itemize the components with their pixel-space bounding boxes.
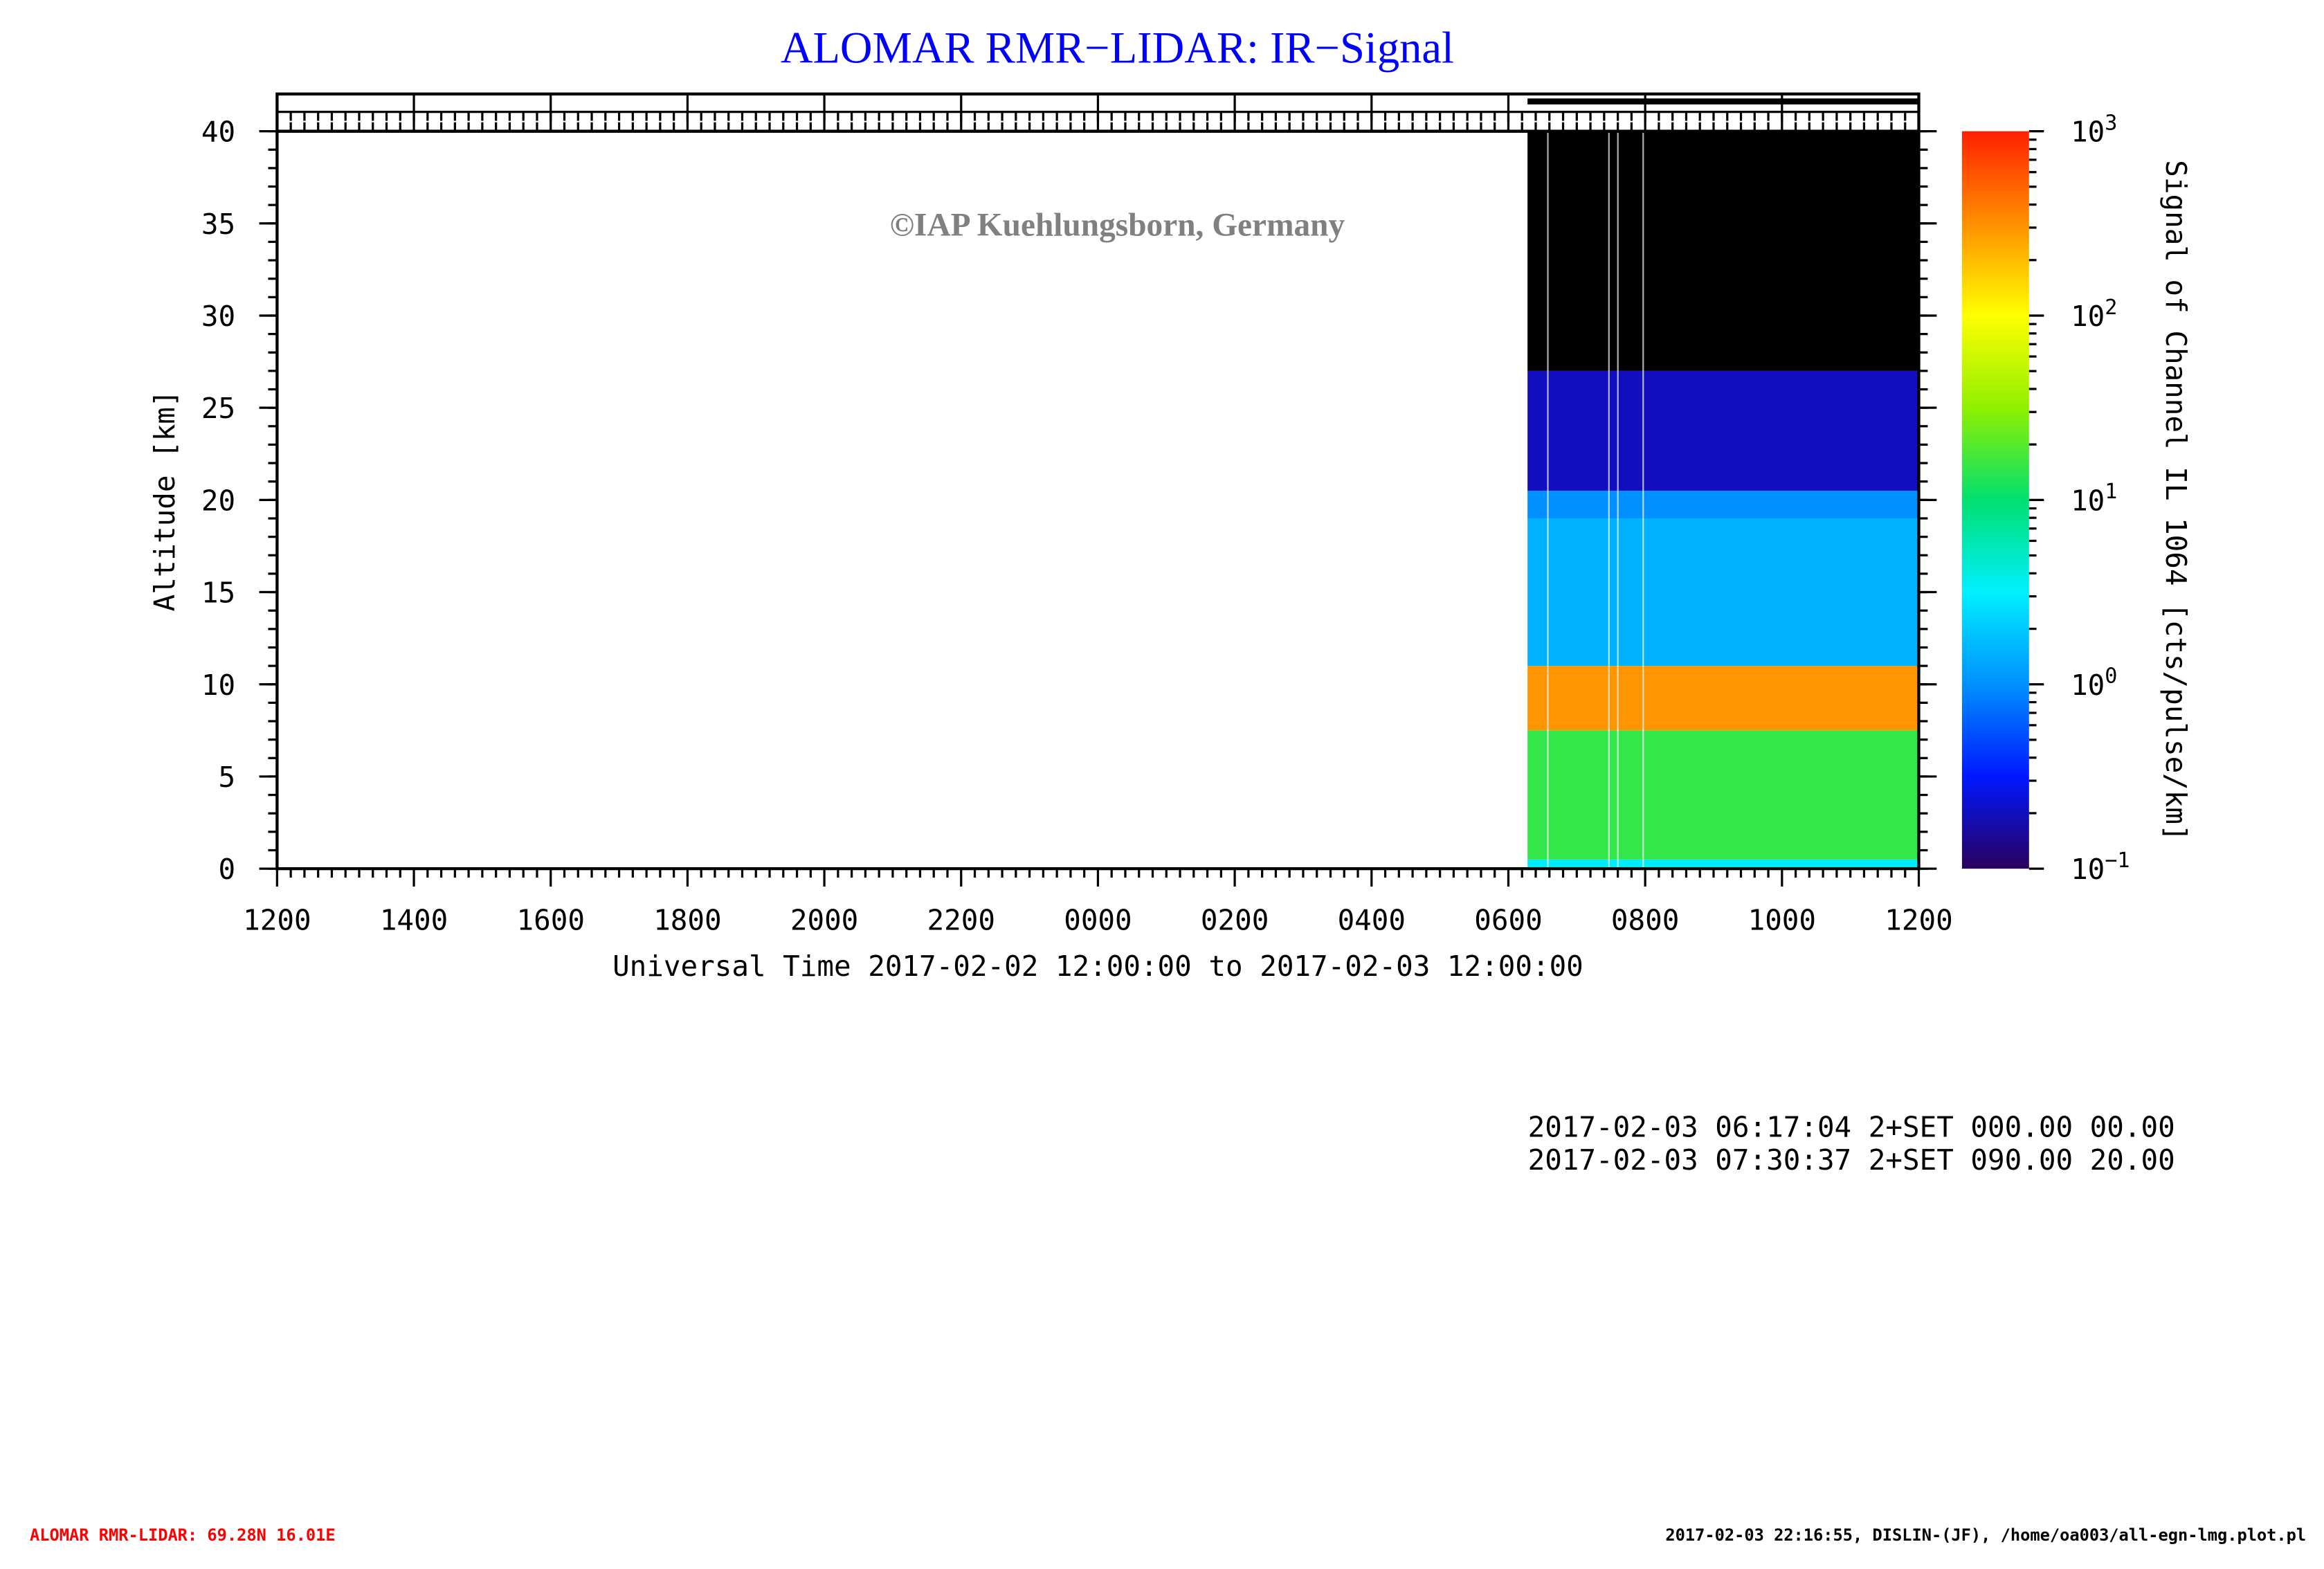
- x-tick-label: 0600: [1474, 903, 1542, 936]
- heat-band: [1527, 131, 1919, 371]
- x-tick-label: 0200: [1201, 903, 1269, 936]
- y-tick-label: 5: [218, 761, 235, 794]
- y-tick-label: 40: [201, 116, 235, 149]
- y-tick-label: 10: [201, 669, 235, 702]
- x-tick-label: 1200: [1885, 903, 1952, 936]
- note: 2017-02-03 07:30:37 2+SET 090.00 20.00: [1528, 1143, 2175, 1177]
- chart-title: ALOMAR RMR−LIDAR: IR−Signal: [781, 23, 1454, 73]
- colorbar-tick-label: 103: [2071, 111, 2117, 148]
- colorbar-label: Signal of Channel IL 1064 [cts/pulse/km]: [2159, 160, 2193, 841]
- y-axis-label: Altitude [km]: [148, 390, 181, 611]
- colorbar-tick-base: 10: [2071, 484, 2105, 517]
- colorbar-tick-label: 102: [2071, 296, 2117, 333]
- y-tick-label: 0: [218, 853, 235, 886]
- heat-band: [1527, 859, 1919, 869]
- colorbar-tick-base: 10: [2071, 669, 2105, 702]
- footer-left: ALOMAR RMR-LIDAR: 69.28N 16.01E: [30, 1525, 336, 1545]
- x-tick-label: 0400: [1338, 903, 1406, 936]
- colorbar: [1961, 131, 2029, 869]
- colorbar-tick-exponent: 1: [2105, 480, 2117, 504]
- colorbar-tick-base: 10: [2071, 853, 2105, 886]
- heat-band: [1527, 491, 1919, 518]
- colorbar-tick-exponent: 0: [2105, 664, 2117, 689]
- x-tick-label: 2000: [790, 903, 858, 936]
- x-tick-label: 2200: [927, 903, 995, 936]
- colorbar-tick-label: 100: [2071, 664, 2117, 702]
- y-tick-label: 25: [201, 392, 235, 425]
- x-tick-label: 1800: [653, 903, 721, 936]
- heat-band: [1527, 666, 1919, 731]
- footer-right: 2017-02-03 22:16:55, DISLIN-(JF), /home/…: [1665, 1525, 2306, 1545]
- y-tick-label: 35: [201, 208, 235, 241]
- x-axis-label: Universal Time 2017-02-02 12:00:00 to 20…: [612, 950, 1583, 983]
- x-tick-label: 0800: [1611, 903, 1679, 936]
- y-tick-label: 15: [201, 577, 235, 610]
- colorbar-tick-exponent: −1: [2105, 849, 2130, 873]
- heat-band: [1527, 370, 1919, 491]
- colorbar-tick-base: 10: [2071, 116, 2105, 149]
- y-tick-label: 30: [201, 300, 235, 333]
- x-tick-label: 1600: [517, 903, 585, 936]
- x-tick-label: 1200: [243, 903, 311, 936]
- colorbar-tick-exponent: 2: [2105, 296, 2117, 320]
- x-tick-label: 1400: [380, 903, 448, 936]
- colorbar-tick-exponent: 3: [2105, 111, 2117, 135]
- watermark: ©IAP Kuehlungsborn, Germany: [890, 207, 1345, 243]
- y-tick-label: 20: [201, 484, 235, 517]
- heat-band: [1527, 518, 1919, 666]
- colorbar-tick-base: 10: [2071, 300, 2105, 333]
- x-tick-label: 0000: [1064, 903, 1132, 936]
- colorbar-tick-label: 101: [2071, 480, 2117, 517]
- note: 2017-02-03 06:17:04 2+SET 000.00 00.00: [1528, 1111, 2175, 1144]
- colorbar-tick-label: 10−1: [2071, 849, 2130, 886]
- heat-band: [1527, 730, 1919, 860]
- x-tick-label: 1000: [1748, 903, 1816, 936]
